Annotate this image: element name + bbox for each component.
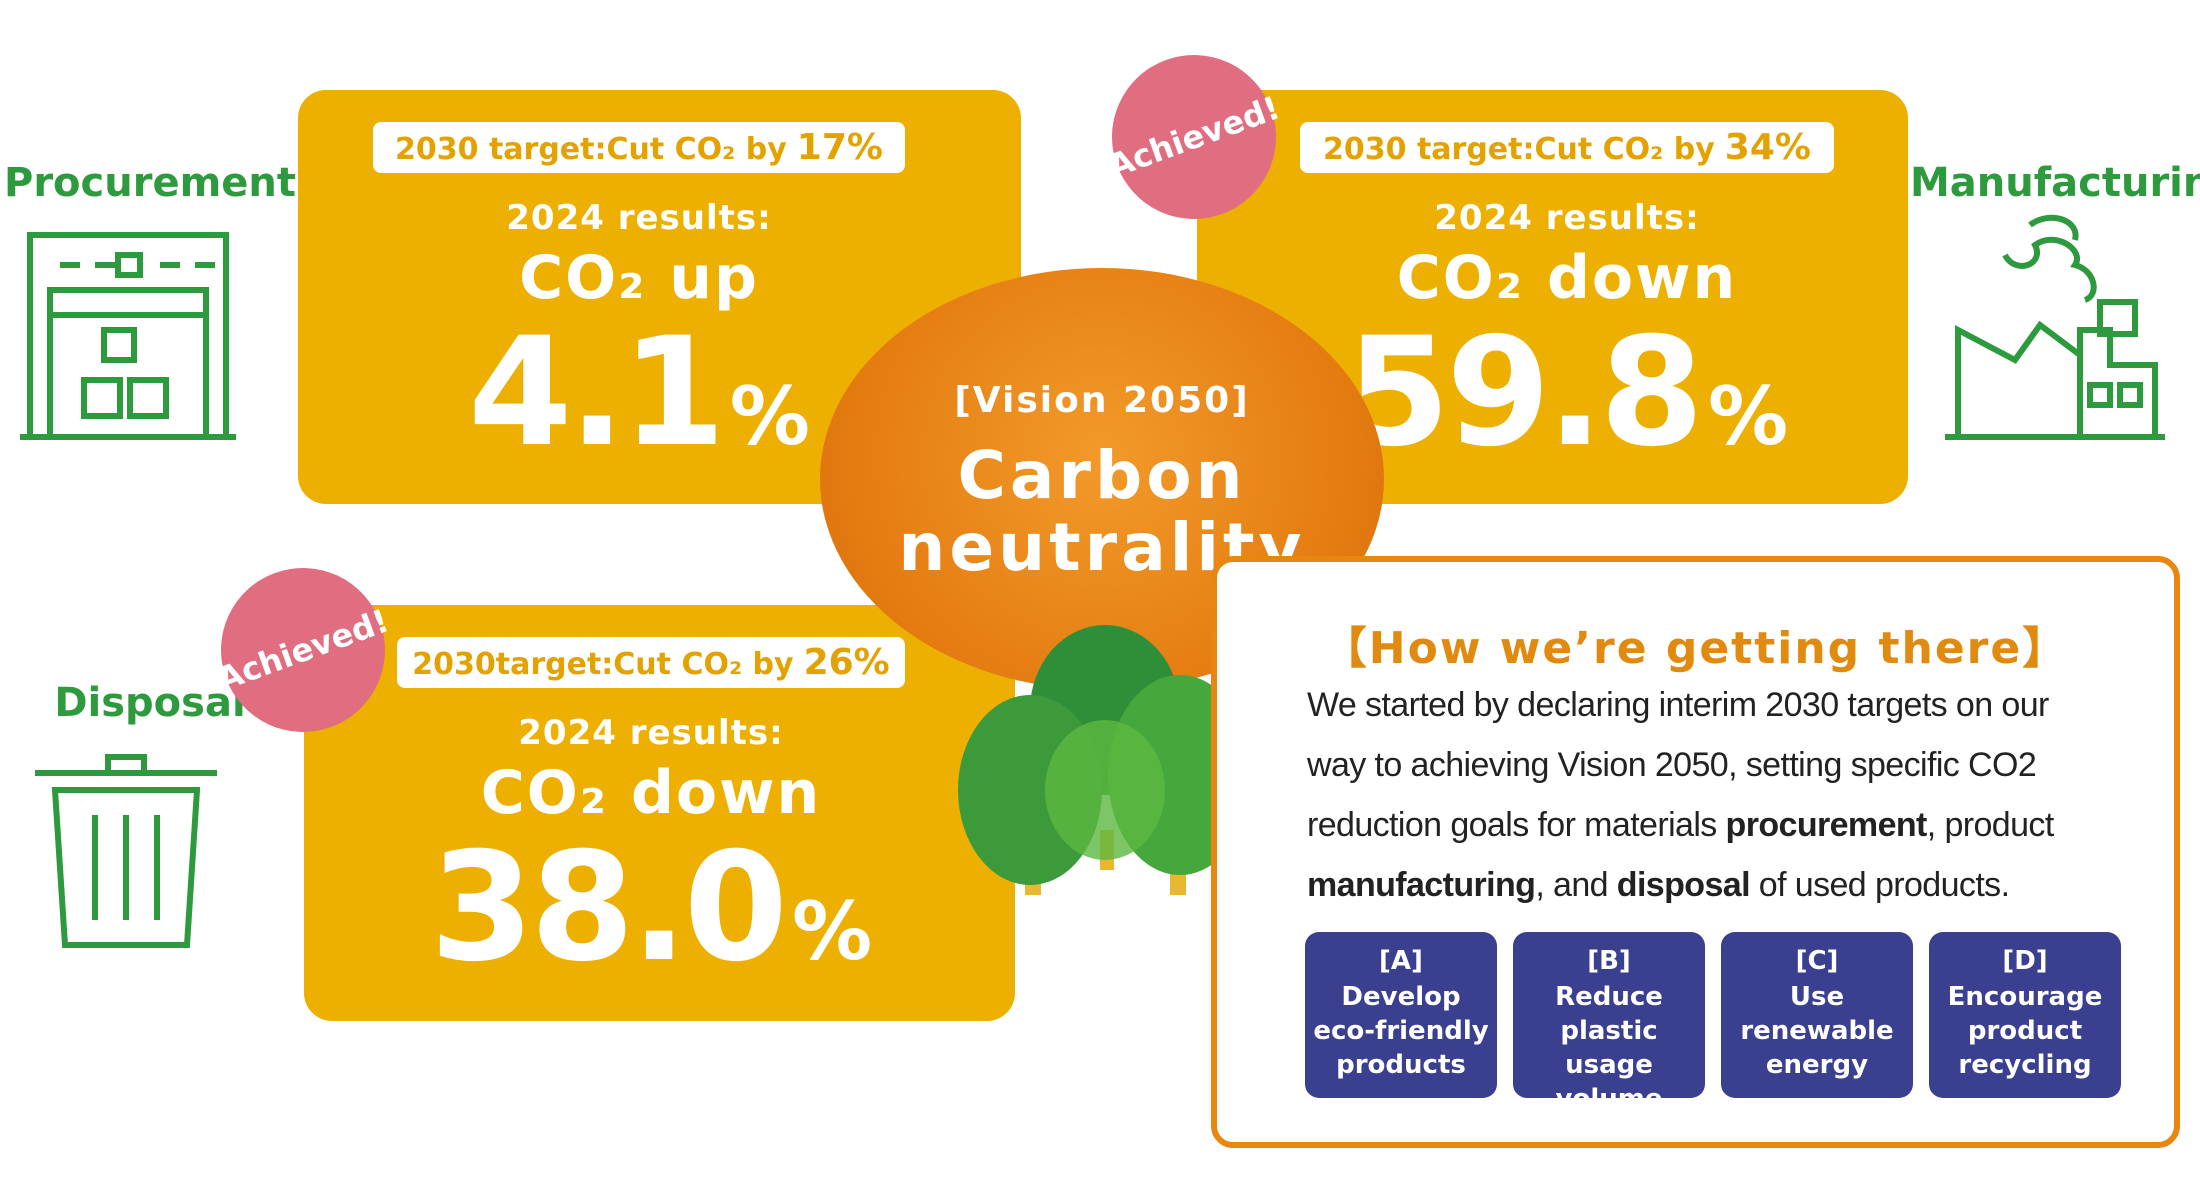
body-run: , and bbox=[1535, 866, 1617, 904]
how-title: 【How we’re getting there】 bbox=[1322, 623, 2069, 674]
how-body: We started by declaring interim 2030 tar… bbox=[1307, 675, 2107, 915]
action-code: [A] bbox=[1379, 946, 1423, 976]
target-text: 2030 target:Cut CO₂ by bbox=[1323, 132, 1715, 167]
value-number: 59.8 bbox=[1345, 306, 1704, 480]
action-box: [B] Reduce plastic usage volume bbox=[1513, 932, 1705, 1114]
target-pill: 2030 target:Cut CO₂ by 34% bbox=[1300, 122, 1834, 173]
value-number: 38.0 bbox=[429, 821, 788, 995]
factory-icon bbox=[1945, 214, 2165, 440]
value-number: 4.1 bbox=[468, 306, 726, 480]
body-run: of used products. bbox=[1749, 866, 2010, 904]
body-run: , product bbox=[1926, 806, 2055, 844]
body-run: procurement bbox=[1725, 806, 1928, 844]
how-box: 【How we’re getting there】 We started by … bbox=[1211, 556, 2180, 1148]
body-run: We started by declaring interim 2030 tar… bbox=[1307, 686, 2049, 844]
action-label: Use renewable energy bbox=[1740, 982, 1894, 1080]
target-value: 26% bbox=[803, 642, 890, 683]
value-unit: % bbox=[729, 370, 810, 463]
action-label: Reduce plastic usage volume bbox=[1555, 982, 1663, 1114]
action-code: [B] bbox=[1587, 946, 1631, 976]
action-box: [D] Encourage product recycling bbox=[1929, 932, 2121, 1098]
change-label: CO₂ down bbox=[1396, 243, 1738, 313]
side-label: Manufacturing bbox=[1910, 160, 2200, 206]
body-run: manufacturing bbox=[1307, 866, 1536, 904]
panel-content: 2030 target:Cut CO₂ by 17% 2024 results: CO… bbox=[373, 90, 905, 497]
change-label: CO₂ down bbox=[480, 758, 822, 828]
side-label: Disposal bbox=[54, 680, 246, 726]
action-label: Develop eco-friendly products bbox=[1313, 982, 1489, 1080]
panel-content: 2030 target:Cut CO₂ by 34% 2024 results: CO… bbox=[1300, 90, 1834, 497]
target-pill: 2030 target:Cut CO₂ by 17% bbox=[373, 122, 905, 173]
result-panel: 2030target:Cut CO₂ by 26% 2024 results: CO₂… bbox=[304, 605, 1015, 1021]
vision-bracket: [Vision 2050] bbox=[954, 380, 1250, 421]
target-value: 34% bbox=[1724, 127, 1811, 168]
trash-icon bbox=[35, 754, 217, 948]
value-unit: % bbox=[1707, 370, 1789, 463]
target-pill: 2030target:Cut CO₂ by 26% bbox=[397, 637, 905, 688]
result-panel: 2030 target:Cut CO₂ by 17% 2024 results: CO… bbox=[298, 90, 1021, 504]
action-box: [A] Develop eco-friendly products bbox=[1305, 932, 1497, 1098]
value-unit: % bbox=[791, 885, 873, 978]
target-text: 2030 target:Cut CO₂ by bbox=[395, 132, 787, 167]
action-code: [D] bbox=[2002, 946, 2048, 976]
results-label: 2024 results: bbox=[1434, 198, 1700, 238]
action-box: [C] Use renewable energy bbox=[1721, 932, 1913, 1098]
warehouse-icon bbox=[20, 232, 236, 440]
result-value: 4.1% bbox=[373, 313, 905, 497]
action-code: [C] bbox=[1795, 946, 1839, 976]
result-value: 59.8% bbox=[1300, 313, 1834, 497]
results-label: 2024 results: bbox=[518, 713, 784, 753]
change-label: CO₂ up bbox=[519, 243, 759, 313]
panel-content: 2030target:Cut CO₂ by 26% 2024 results: CO₂… bbox=[397, 605, 905, 1012]
result-value: 38.0% bbox=[397, 828, 905, 1012]
action-label: Encourage product recycling bbox=[1947, 982, 2103, 1080]
side-label: Procurement bbox=[4, 160, 296, 206]
target-value: 17% bbox=[796, 127, 883, 168]
results-label: 2024 results: bbox=[506, 198, 772, 238]
body-run: disposal bbox=[1616, 866, 1751, 904]
target-text: 2030target:Cut CO₂ by bbox=[412, 647, 794, 682]
